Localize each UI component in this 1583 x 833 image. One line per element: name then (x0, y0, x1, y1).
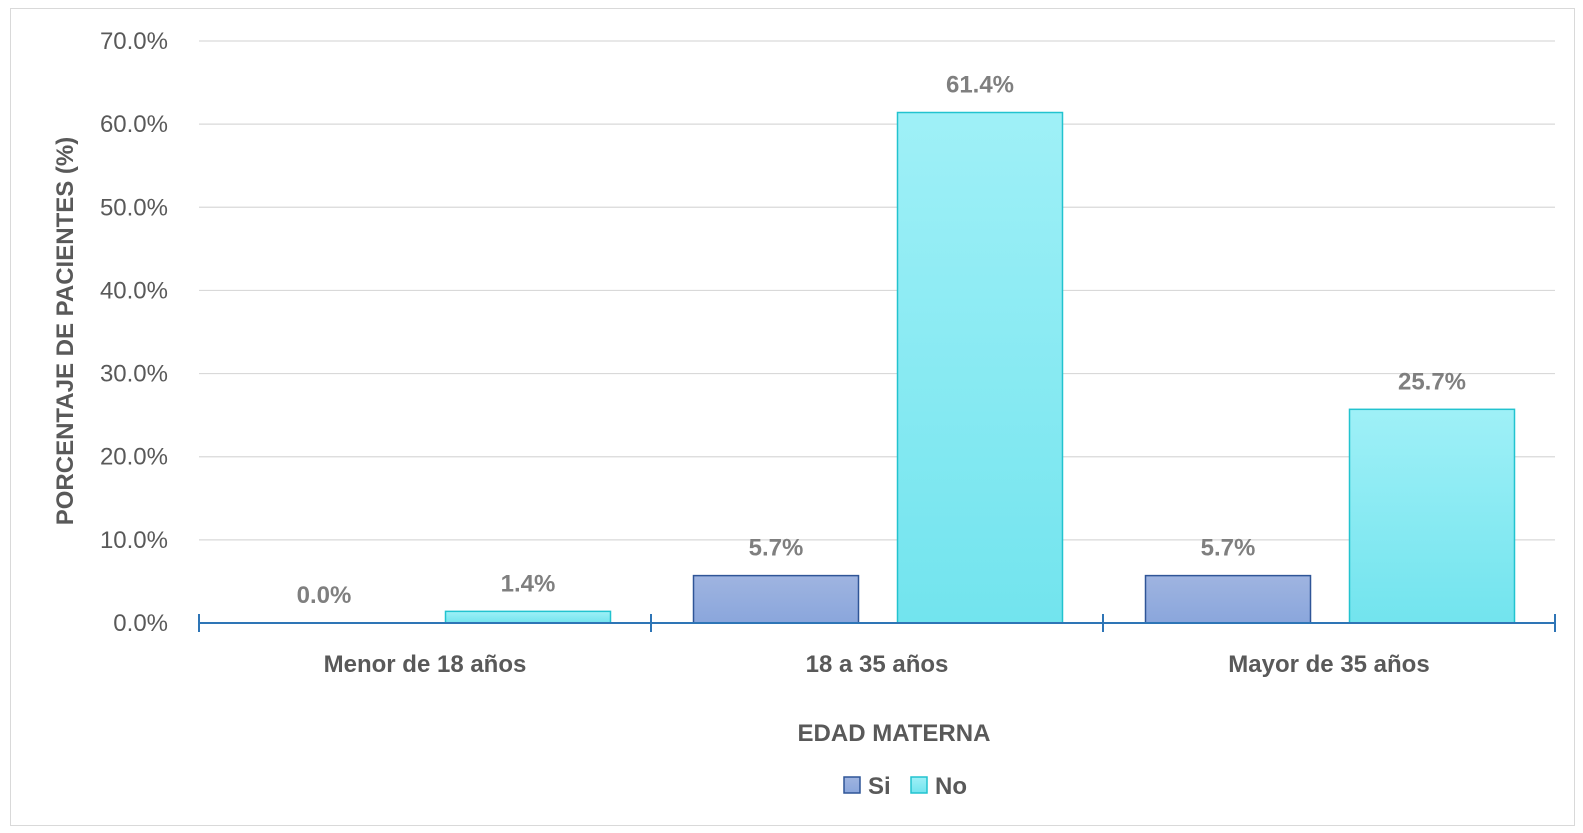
y-tick-label: 30.0% (100, 361, 168, 388)
data-label: 5.7% (1201, 535, 1256, 562)
y-tick-label: 20.0% (100, 444, 168, 471)
data-label: 0.0% (297, 582, 352, 609)
legend: Si No (843, 773, 967, 800)
category-labels: Menor de 18 años 18 a 35 años Mayor de 35 … (324, 651, 1430, 678)
category-label: Menor de 18 años (324, 651, 527, 678)
y-axis-title: PORCENTAJE DE PACIENTES (%) (52, 137, 79, 526)
data-label: 5.7% (749, 535, 804, 562)
gridlines (199, 40, 1555, 541)
data-label: 61.4% (946, 72, 1014, 99)
y-tick-label: 70.0% (100, 28, 168, 55)
legend-label-no: No (935, 773, 967, 800)
bar-no (1348, 408, 1516, 624)
legend-swatch-si (843, 776, 861, 794)
y-tick-label: 50.0% (100, 194, 168, 221)
y-axis-ticks: 0.0% 10.0% 20.0% 30.0% 40.0% 50.0% 60.0% 70.0% (100, 28, 168, 637)
y-tick-label: 40.0% (100, 277, 168, 304)
bar-no (444, 610, 612, 624)
category-label: 18 a 35 años (806, 651, 949, 678)
y-tick-label: 60.0% (100, 111, 168, 138)
category-label: Mayor de 35 años (1228, 651, 1429, 678)
bar-si (692, 574, 860, 624)
bars (444, 111, 1516, 624)
y-tick-label: 0.0% (113, 610, 168, 637)
bar-si (1144, 574, 1312, 624)
bar-no (896, 111, 1064, 624)
legend-swatch-no (910, 776, 928, 794)
data-label: 25.7% (1398, 368, 1466, 395)
data-label: 1.4% (501, 570, 556, 597)
chart-frame (10, 8, 1575, 826)
data-labels: 0.0% 1.4% 5.7% 61.4% 5.7% 25.7% (297, 72, 1466, 609)
y-tick-label: 10.0% (100, 527, 168, 554)
legend-label-si: Si (868, 773, 891, 800)
x-axis-title: EDAD MATERNA (798, 720, 991, 747)
x-axis (198, 614, 1556, 632)
